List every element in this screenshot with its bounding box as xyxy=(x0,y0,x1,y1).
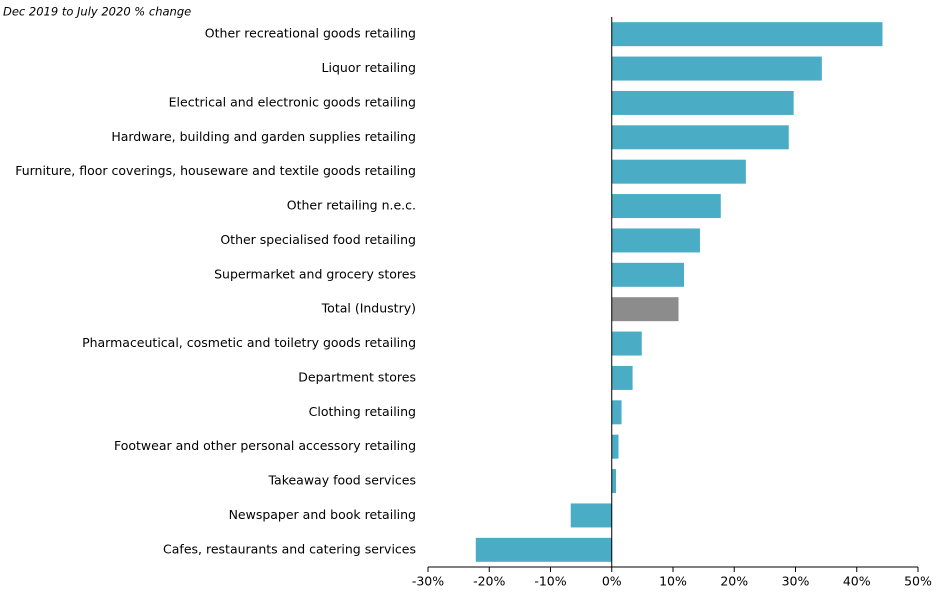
bar xyxy=(611,262,685,287)
y-tick-label: Other recreational goods retailing xyxy=(205,26,416,41)
bar xyxy=(611,194,721,219)
bar xyxy=(611,297,679,322)
y-tick-label: Hardware, building and garden supplies r… xyxy=(111,129,416,144)
y-tick-label: Clothing retailing xyxy=(309,404,416,419)
y-tick-label: Electrical and electronic goods retailin… xyxy=(169,94,416,109)
y-tick-label: Other retailing n.e.c. xyxy=(287,198,416,213)
x-tick-label: -10% xyxy=(534,574,566,589)
y-tick-label: Liquor retailing xyxy=(322,60,416,75)
bar xyxy=(570,503,612,528)
bar xyxy=(475,537,612,562)
y-tick-label: Furniture, floor coverings, houseware an… xyxy=(15,163,416,178)
y-tick-label: Supermarket and grocery stores xyxy=(214,266,416,281)
bar xyxy=(611,331,642,356)
chart-title: Dec 2019 to July 2020 % change xyxy=(3,5,191,19)
y-tick-label: Takeaway food services xyxy=(267,473,416,488)
bar xyxy=(611,228,700,253)
bar xyxy=(611,469,617,494)
x-tick-label: 50% xyxy=(904,574,932,589)
x-tick-label: 40% xyxy=(843,574,871,589)
bar xyxy=(611,90,794,115)
y-tick-label: Newspaper and book retailing xyxy=(229,507,416,522)
bar xyxy=(611,400,622,425)
y-tick-label: Department stores xyxy=(298,369,416,384)
x-tick-label: -20% xyxy=(473,574,505,589)
bar xyxy=(611,365,633,390)
x-tick-label: 30% xyxy=(782,574,810,589)
x-tick-label: 20% xyxy=(720,574,748,589)
x-tick-label: 10% xyxy=(659,574,687,589)
y-tick-label: Pharmaceutical, cosmetic and toiletry go… xyxy=(82,335,416,350)
x-tick-label: -30% xyxy=(412,574,444,589)
bar xyxy=(611,125,789,150)
bar xyxy=(611,56,822,81)
bar xyxy=(611,434,619,459)
y-tick-label: Other specialised food retailing xyxy=(220,232,416,247)
bar xyxy=(611,159,746,184)
bar xyxy=(611,22,883,47)
x-tick-label: 0% xyxy=(602,574,622,589)
y-tick-label: Total (Industry) xyxy=(321,301,416,316)
y-tick-label: Footwear and other personal accessory re… xyxy=(114,438,416,453)
y-tick-label: Cafes, restaurants and catering services xyxy=(163,541,416,556)
